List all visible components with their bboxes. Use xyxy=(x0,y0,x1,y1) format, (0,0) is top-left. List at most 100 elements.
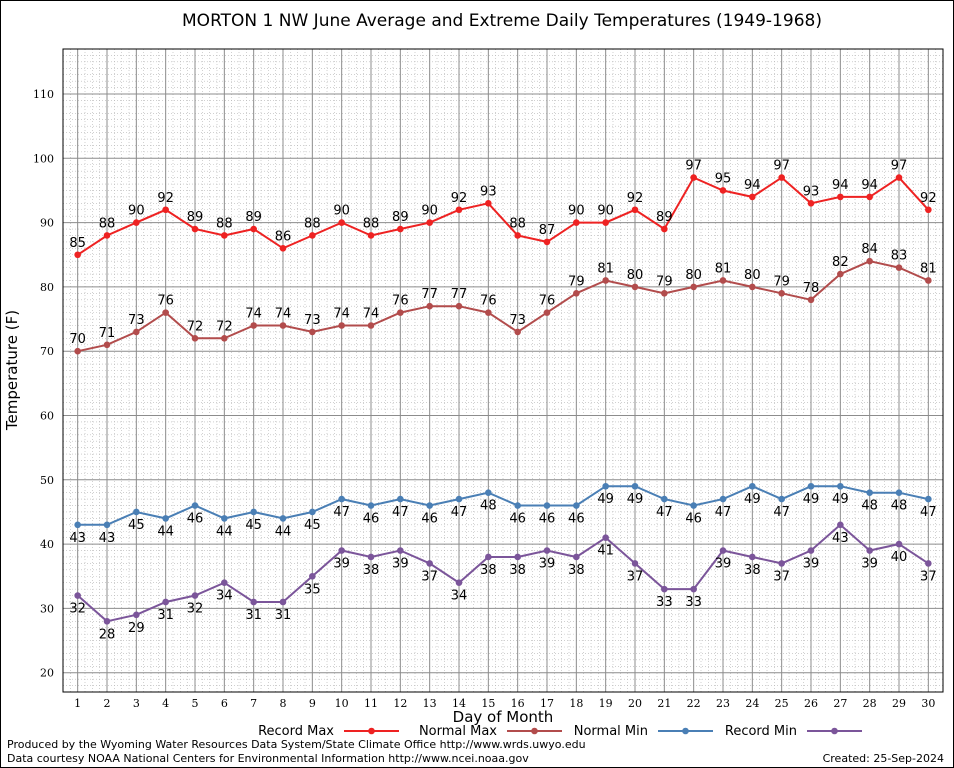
record-max-point xyxy=(221,232,228,239)
record-min-data-label: 40 xyxy=(891,550,908,565)
normal-min-data-label: 47 xyxy=(392,505,409,520)
x-tick-label: 26 xyxy=(804,697,818,710)
record-min-data-label: 33 xyxy=(656,595,673,610)
record-min-point xyxy=(925,560,932,567)
normal-min-point xyxy=(661,495,668,503)
record-max-data-label: 92 xyxy=(627,191,644,206)
record-max-data-label: 89 xyxy=(245,210,262,225)
normal-max-point xyxy=(778,290,785,297)
normal-min-data-label: 48 xyxy=(480,499,497,514)
normal-min-data-label: 46 xyxy=(539,512,556,527)
record-max-data-label: 85 xyxy=(69,236,86,251)
x-tick-label: 24 xyxy=(745,697,759,710)
normal-max-data-label: 80 xyxy=(744,268,761,283)
y-tick-label: 110 xyxy=(33,88,54,101)
normal-min-point xyxy=(367,502,375,509)
record-max-data-label: 88 xyxy=(99,216,116,231)
legend-label-normal-min: Normal Min xyxy=(574,724,648,739)
record-min-data-label: 39 xyxy=(861,557,878,572)
normal-min-point xyxy=(837,482,844,490)
record-min-point xyxy=(426,560,433,567)
record-max-point xyxy=(837,193,844,201)
record-max-point xyxy=(543,238,551,246)
normal-max-data-label: 84 xyxy=(861,242,878,257)
record-min-point xyxy=(719,547,727,554)
normal-min-data-label: 48 xyxy=(891,499,908,514)
normal-max-data-label: 74 xyxy=(333,306,350,321)
y-tick-label: 80 xyxy=(40,281,54,294)
normal-max-point xyxy=(631,283,639,291)
normal-min-data-label: 44 xyxy=(216,524,233,539)
legend-marker-normal-min xyxy=(682,727,689,735)
x-tick-label: 19 xyxy=(599,697,613,710)
normal-max-point xyxy=(250,322,257,329)
x-tick-label: 18 xyxy=(569,697,583,710)
series-layer: 85 88 90 92 89 88 89 86 88 90 88 89 90 92 93 88 87 90 90 92… xyxy=(69,159,936,643)
record-min-point xyxy=(397,547,404,554)
normal-min-point xyxy=(397,495,404,503)
normal-max-point xyxy=(719,277,727,284)
y-tick-label: 20 xyxy=(40,667,54,680)
credit-line-1: Produced by the Wyoming Water Resources … xyxy=(7,738,586,751)
normal-max-data-label: 81 xyxy=(597,261,614,276)
record-max-data-label: 90 xyxy=(128,204,145,219)
normal-min-data-label: 49 xyxy=(832,492,849,507)
record-max-point xyxy=(279,245,287,252)
normal-max-point xyxy=(309,328,316,336)
normal-max-data-label: 74 xyxy=(245,306,262,321)
x-tick-label: 9 xyxy=(309,697,316,710)
normal-max-data-label: 80 xyxy=(627,268,644,283)
normal-max-data-label: 73 xyxy=(509,313,526,328)
legend-marker-normal-max xyxy=(531,727,538,735)
normal-min-data-label: 47 xyxy=(715,505,732,520)
record-min-point xyxy=(514,553,521,561)
normal-max-data-label: 82 xyxy=(832,255,849,270)
normal-max-data-label: 76 xyxy=(157,294,174,309)
record-min-data-label: 33 xyxy=(685,595,702,610)
record-min-data-label: 37 xyxy=(920,569,937,584)
record-min-point xyxy=(221,579,228,586)
record-min-point xyxy=(309,572,316,580)
normal-min-point xyxy=(426,502,433,509)
record-max-point xyxy=(749,193,756,201)
record-max-data-label: 87 xyxy=(539,223,556,238)
normal-min-point xyxy=(807,482,815,490)
record-min-data-label: 39 xyxy=(392,557,409,572)
record-min-data-label: 37 xyxy=(421,569,438,584)
normal-min-data-label: 46 xyxy=(568,512,585,527)
y-tick-label: 100 xyxy=(33,152,54,165)
normal-max-point xyxy=(514,328,521,336)
record-min-point xyxy=(485,553,492,561)
normal-max-line xyxy=(77,260,929,353)
y-tick-label: 40 xyxy=(40,538,54,551)
record-min-point xyxy=(602,534,609,541)
record-min-line xyxy=(77,523,929,623)
normal-min-data-label: 46 xyxy=(685,512,702,527)
legend-label-record-min: Record Min xyxy=(725,724,797,739)
normal-max-data-label: 81 xyxy=(715,261,732,276)
normal-max-point xyxy=(661,290,668,297)
normal-min-data-label: 49 xyxy=(597,492,614,507)
record-max-point xyxy=(74,251,81,259)
record-max-data-label: 94 xyxy=(744,178,761,193)
record-max-data-label: 90 xyxy=(333,204,350,219)
x-tick-label: 14 xyxy=(452,697,466,710)
record-max-point xyxy=(133,219,140,226)
normal-min-point xyxy=(631,482,639,490)
normal-min-point xyxy=(690,502,697,509)
record-min-data-label: 38 xyxy=(480,563,497,578)
normal-min-data-label: 46 xyxy=(187,512,204,527)
record-min-data-label: 39 xyxy=(333,557,350,572)
normal-min-data-label: 47 xyxy=(920,505,937,520)
y-axis-label: Temperature (F) xyxy=(3,310,21,431)
record-max-data-label: 86 xyxy=(275,229,292,244)
record-max-data-label: 93 xyxy=(480,184,497,199)
x-tick-label: 23 xyxy=(716,697,730,710)
x-tick-label: 15 xyxy=(481,697,495,710)
created-date: Created: 25-Sep-2024 xyxy=(822,752,944,765)
normal-max-data-label: 83 xyxy=(891,249,908,264)
normal-min-data-label: 49 xyxy=(803,492,820,507)
normal-max-point xyxy=(279,322,287,329)
record-max-point xyxy=(719,187,727,194)
